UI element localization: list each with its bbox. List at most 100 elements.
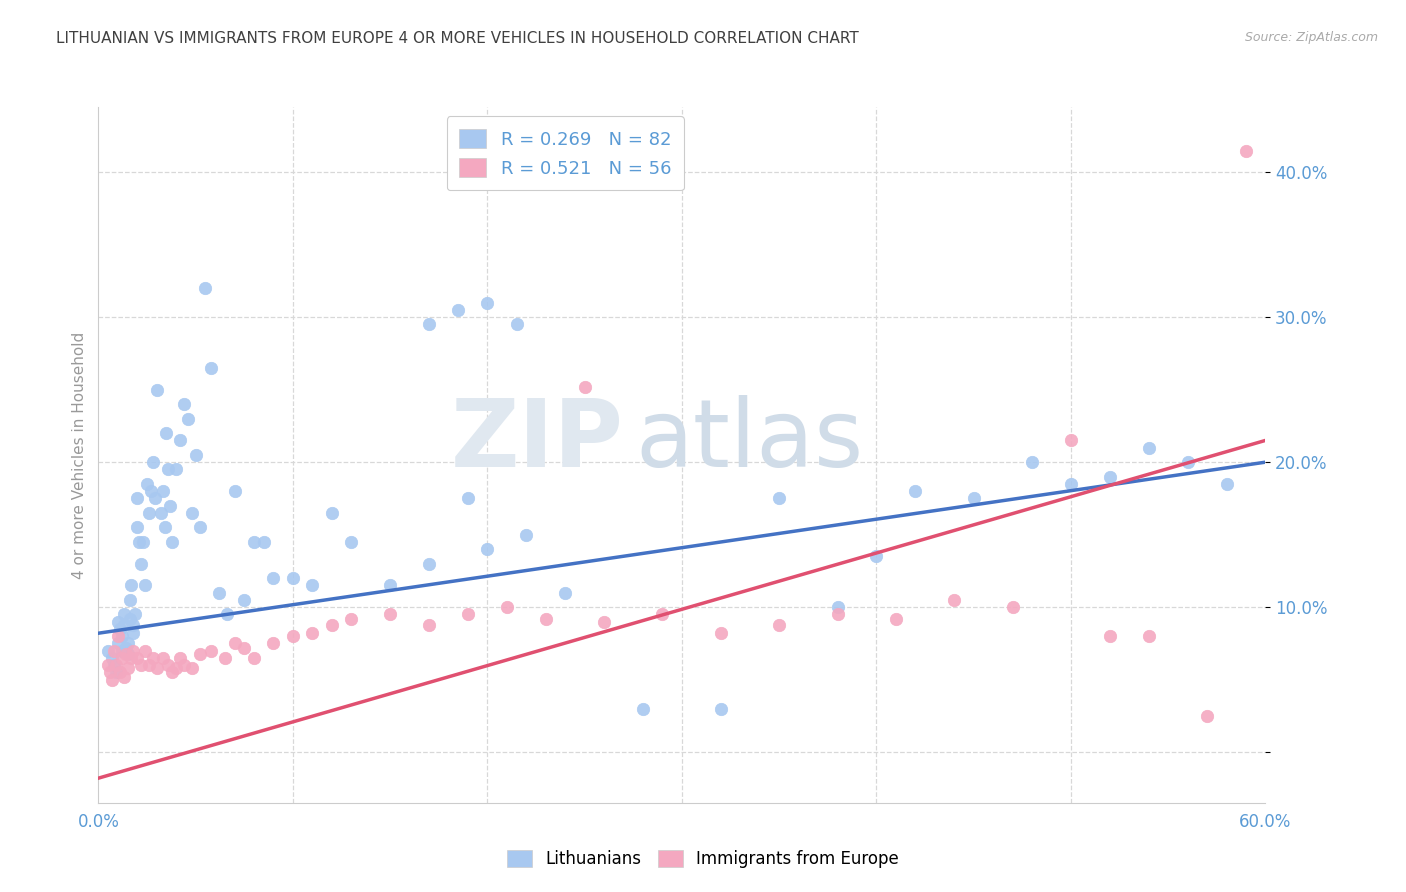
Point (340, 612, 363, 626)
Point (1021, 455, 1043, 469)
Point (165, 462, 187, 476)
Point (340, 534, 363, 549)
Point (177, 411, 200, 425)
Point (101, 651, 124, 665)
Point (281, 571, 304, 585)
Point (233, 640, 256, 655)
Point (134, 578, 156, 592)
Point (114, 647, 136, 661)
Point (162, 665, 184, 680)
Point (1177, 455, 1199, 469)
Point (321, 617, 343, 632)
Point (142, 651, 165, 665)
Point (121, 578, 143, 592)
Point (827, 600, 849, 615)
Point (180, 661, 202, 675)
Point (768, 617, 790, 632)
Point (136, 476, 159, 491)
Point (1098, 469, 1121, 483)
Point (477, 295, 499, 310)
Point (515, 527, 537, 541)
Point (134, 643, 156, 657)
Point (378, 578, 402, 592)
Point (112, 617, 135, 632)
Point (129, 658, 152, 673)
Legend: R = 0.269   N = 82, R = 0.521   N = 56: R = 0.269 N = 82, R = 0.521 N = 56 (447, 116, 683, 190)
Point (153, 520, 176, 534)
Point (321, 506, 343, 520)
Point (710, 701, 733, 715)
Point (710, 626, 733, 640)
Point (111, 629, 134, 643)
Point (1137, 629, 1160, 643)
Point (152, 484, 174, 499)
Point (127, 491, 149, 506)
Point (107, 615, 129, 629)
Point (127, 651, 149, 665)
Point (152, 651, 174, 665)
Point (118, 612, 141, 626)
Point (101, 673, 124, 687)
Point (1215, 476, 1237, 491)
Point (169, 651, 191, 665)
Point (104, 658, 127, 673)
Point (194, 281, 217, 295)
Point (118, 592, 141, 607)
Point (301, 626, 323, 640)
Point (162, 534, 184, 549)
Point (208, 585, 231, 599)
Point (865, 549, 887, 564)
Point (1001, 600, 1024, 615)
Point (103, 658, 125, 673)
Point (243, 651, 266, 665)
Point (111, 643, 134, 657)
Point (224, 636, 246, 650)
Point (200, 361, 222, 376)
Point (138, 506, 160, 520)
Point (98, 665, 121, 680)
Point (1234, 144, 1257, 158)
Point (121, 651, 143, 665)
Point (200, 643, 222, 657)
Point (157, 658, 180, 673)
Point (159, 499, 181, 513)
Point (122, 626, 145, 640)
Point (904, 484, 927, 499)
Point (139, 484, 162, 499)
Point (1060, 434, 1083, 448)
Point (631, 701, 654, 715)
Y-axis label: 4 or more Vehicles in Household: 4 or more Vehicles in Household (72, 331, 87, 579)
Point (143, 491, 166, 506)
Point (117, 636, 139, 650)
Point (169, 434, 191, 448)
Point (593, 615, 616, 629)
Point (574, 380, 596, 394)
Point (112, 607, 135, 622)
Point (554, 585, 576, 599)
Legend: Lithuanians, Immigrants from Europe: Lithuanians, Immigrants from Europe (501, 843, 905, 875)
Point (418, 318, 440, 332)
Text: Source: ZipAtlas.com: Source: ZipAtlas.com (1244, 31, 1378, 45)
Point (107, 629, 129, 643)
Point (173, 658, 195, 673)
Point (477, 542, 499, 557)
Point (142, 455, 165, 469)
Point (224, 484, 246, 499)
Point (1060, 476, 1083, 491)
Point (495, 600, 517, 615)
Point (157, 462, 180, 476)
Point (943, 592, 966, 607)
Point (117, 661, 139, 675)
Point (378, 607, 402, 622)
Point (117, 647, 139, 661)
Point (108, 622, 131, 636)
Point (457, 607, 479, 622)
Point (155, 426, 177, 441)
Point (262, 571, 284, 585)
Point (129, 557, 152, 571)
Point (962, 491, 984, 506)
Point (505, 318, 527, 332)
Point (112, 670, 135, 684)
Point (262, 636, 284, 650)
Point (128, 534, 150, 549)
